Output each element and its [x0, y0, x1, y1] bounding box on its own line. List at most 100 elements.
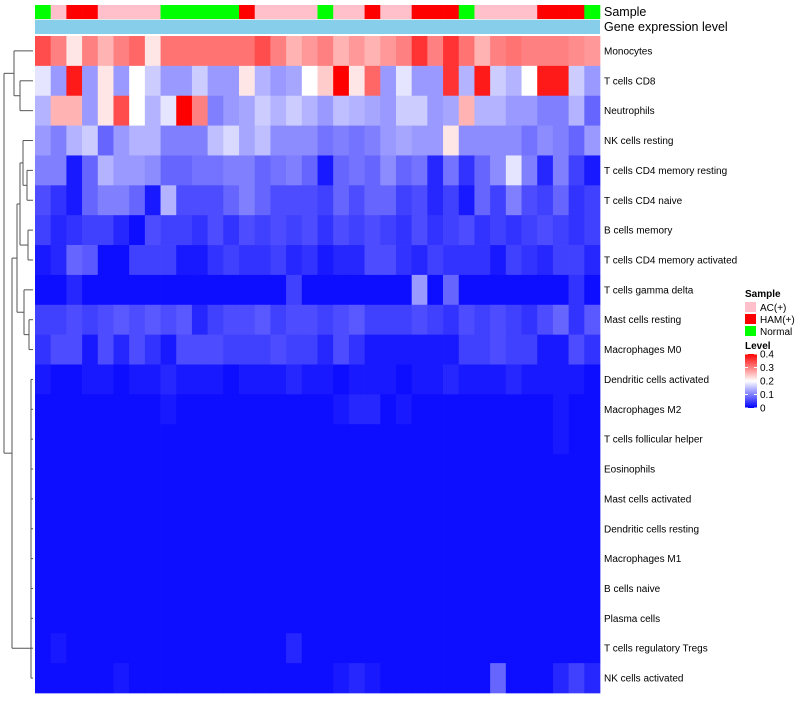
heatmap-cell [317, 543, 334, 574]
heatmap-cell [584, 364, 601, 395]
heatmap-cell [301, 155, 318, 186]
heatmap-cell [458, 155, 475, 186]
heatmap-cell [521, 185, 538, 216]
heatmap-cell [333, 573, 350, 604]
heatmap-cell [301, 65, 318, 97]
heatmap-cell [223, 573, 240, 604]
heatmap-cell [568, 215, 585, 246]
heatmap-cell [160, 364, 177, 395]
heatmap-cell [144, 633, 161, 664]
heatmap-cell [427, 573, 444, 604]
heatmap-cell [176, 454, 193, 485]
heatmap-cell [82, 573, 99, 604]
heatmap-cell [270, 424, 287, 455]
heatmap-cell [537, 543, 554, 574]
heatmap-cell [333, 36, 350, 67]
heatmap-cell [223, 185, 240, 216]
heatmap-cell [427, 215, 444, 246]
heatmap-cell [348, 364, 365, 395]
sample-annotation-cell [66, 5, 83, 19]
heatmap-cell [490, 573, 507, 604]
sample-annotation-cell [552, 5, 569, 19]
heatmap-cell [254, 274, 271, 306]
heatmap-cell [411, 65, 428, 97]
heatmap-cell [380, 95, 397, 126]
heatmap-cell [160, 125, 177, 156]
heatmap-cell [317, 364, 334, 395]
heatmap-cell [66, 603, 83, 634]
heatmap-cell [191, 334, 208, 365]
heatmap-cell [176, 185, 193, 216]
heatmap-cell [521, 424, 538, 455]
row-label: Mast cells resting [604, 315, 681, 326]
heatmap-cell [552, 424, 569, 455]
heatmap-cell [286, 633, 303, 664]
heatmap-cell [160, 274, 177, 306]
heatmap-cell [82, 185, 99, 216]
heatmap-cell [113, 304, 130, 335]
heatmap-cell [301, 633, 318, 664]
heatmap-cell [552, 215, 569, 246]
sample-annotation-cell [458, 5, 475, 19]
heatmap-cell [301, 454, 318, 485]
heatmap-cell [521, 663, 538, 694]
heatmap-cell [348, 334, 365, 365]
heatmap-cell [474, 633, 491, 664]
gene-expression-bar [35, 20, 600, 34]
heatmap-cell [97, 543, 114, 574]
heatmap-cell [66, 513, 83, 545]
heatmap-cell [97, 245, 114, 276]
heatmap-cell [552, 245, 569, 276]
heatmap-cell [584, 483, 601, 515]
heatmap-cell [160, 573, 177, 604]
heatmap-cell [301, 36, 318, 67]
heatmap-cell [458, 215, 475, 246]
heatmap-cell [286, 364, 303, 395]
heatmap-cell [505, 334, 522, 365]
row-dendrogram [3, 50, 33, 679]
sample-annotation-cell [270, 5, 287, 19]
track-separator [35, 19, 600, 20]
heatmap-cell [270, 603, 287, 634]
sample-annotation-cell [348, 5, 365, 19]
heatmap-cell [113, 125, 130, 156]
heatmap-cell [160, 394, 177, 425]
legend-label-h: HAM(+) [760, 315, 795, 326]
heatmap-cell [395, 65, 413, 97]
heatmap-cell [443, 155, 460, 186]
heatmap-cell [223, 424, 240, 455]
heatmap-cell [443, 513, 460, 545]
heatmap-cell [97, 65, 114, 97]
heatmap-cell [443, 36, 460, 67]
heatmap-cell [395, 364, 413, 395]
heatmap-cell [395, 304, 413, 335]
heatmap-cell [50, 603, 67, 634]
heatmap-cell [207, 424, 224, 455]
heatmap-cell [129, 274, 146, 306]
heatmap-cell [160, 334, 177, 365]
heatmap-cell [35, 483, 52, 515]
heatmap-cell [113, 513, 130, 545]
heatmap-cell [176, 125, 193, 156]
heatmap-cell [505, 155, 522, 186]
heatmap-cell [568, 394, 585, 425]
heatmap-cell [191, 633, 208, 664]
heatmap-cell [66, 394, 83, 425]
heatmap-cell [35, 155, 52, 186]
heatmap-cell [160, 245, 177, 276]
heatmap-cell [317, 454, 334, 485]
heatmap-cell [552, 603, 569, 634]
heatmap-cell [301, 394, 318, 425]
heatmap-cell [568, 603, 585, 634]
heatmap-cell [129, 36, 146, 67]
heatmap-cell [317, 633, 334, 664]
heatmap-cell [474, 483, 491, 515]
heatmap-cell [176, 543, 193, 574]
heatmap-cell [129, 483, 146, 515]
heatmap-cell [129, 65, 146, 97]
heatmap-cell [505, 483, 522, 515]
heatmap-cell [505, 394, 522, 425]
heatmap-cell [474, 663, 491, 694]
heatmap-cell [443, 424, 460, 455]
heatmap-cell [239, 543, 256, 574]
